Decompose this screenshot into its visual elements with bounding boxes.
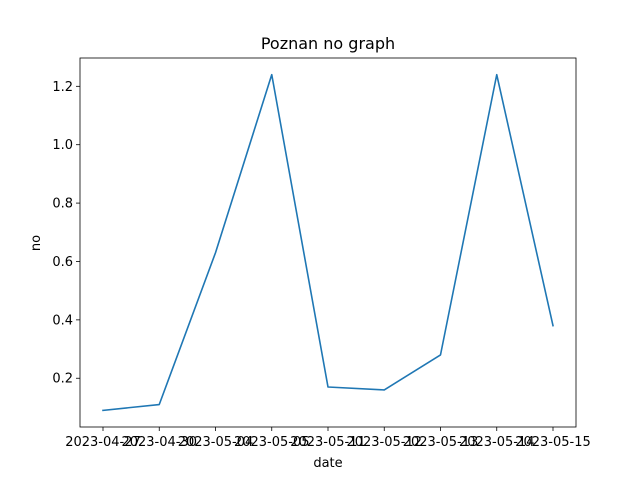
x-tick-label: 2023-04-27 (65, 435, 141, 450)
plot-frame (79, 57, 577, 428)
y-tick-label: 1.0 (52, 138, 73, 153)
x-tick-label: 2023-04-30 (121, 435, 197, 450)
x-tick-label: 2023-05-05 (234, 435, 310, 450)
x-tick-label: 2023-05-13 (403, 435, 479, 450)
x-tick-label: 2023-05-14 (459, 435, 535, 450)
x-axis-ticks: 2023-04-272023-04-302023-05-042023-05-05… (65, 427, 591, 450)
x-tick-label: 2023-05-12 (346, 435, 422, 450)
y-axis-label: no (29, 235, 44, 251)
chart-title: Poznan no graph (261, 34, 395, 53)
y-tick-label: 0.6 (52, 255, 73, 270)
series-layer (102, 73, 554, 412)
y-axis-ticks: 0.2 0.4 0.6 0.8 1.0 1.2 (52, 80, 80, 387)
x-axis-label: date (313, 456, 342, 471)
x-tick-label: 2023-05-15 (515, 435, 591, 450)
y-tick-label: 0.4 (52, 313, 73, 328)
y-tick-label: 1.2 (52, 80, 73, 95)
x-tick-label: 2023-05-04 (178, 435, 254, 450)
x-tick-label: 2023-05-11 (290, 435, 366, 450)
series-line (102, 73, 554, 412)
plot-area (80, 58, 576, 427)
y-tick-label: 0.8 (52, 197, 73, 212)
y-tick-label: 0.2 (52, 372, 73, 387)
